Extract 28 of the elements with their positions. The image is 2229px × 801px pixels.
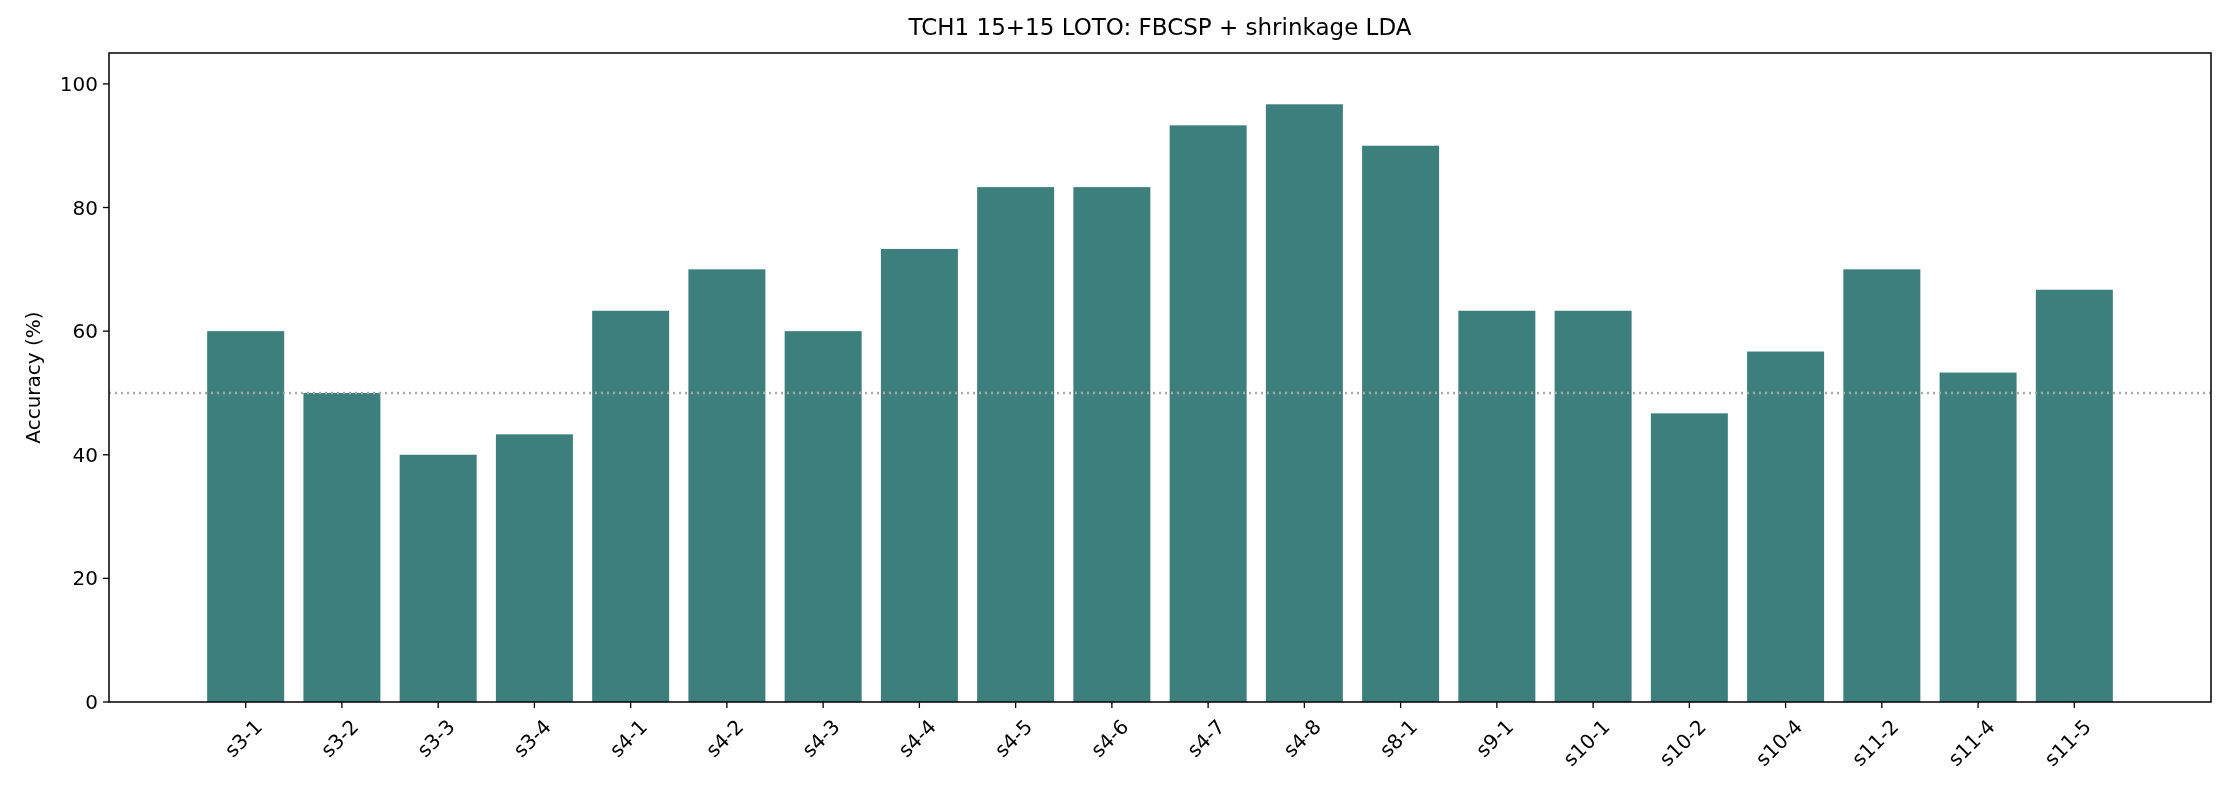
bar [784,331,862,702]
bar [207,331,285,702]
bar [1169,125,1247,702]
bar [303,392,381,702]
bar [1073,187,1151,702]
bar [880,248,958,702]
bar [2035,289,2113,702]
bar [1747,351,1825,702]
bar [1554,310,1632,702]
bar [977,187,1055,702]
bar [1362,145,1440,702]
chart-title: TCH1 15+15 LOTO: FBCSP + shrinkage LDA [907,14,1412,40]
bar [399,454,477,702]
y-axis-title: Accuracy (%) [21,311,45,444]
bar [1939,372,2017,702]
y-tick-label: 20 [72,566,98,591]
y-tick-label: 40 [72,442,98,467]
y-tick-label: 80 [72,195,98,220]
bar [592,310,670,702]
bar [1843,269,1921,702]
bar [495,434,573,702]
y-tick-label: 0 [85,690,98,714]
bar [1458,310,1536,702]
y-tick-label: 100 [59,71,98,96]
y-tick-label: 60 [72,319,98,344]
bar [1265,104,1343,702]
bar [688,269,766,702]
bar [1650,413,1728,702]
